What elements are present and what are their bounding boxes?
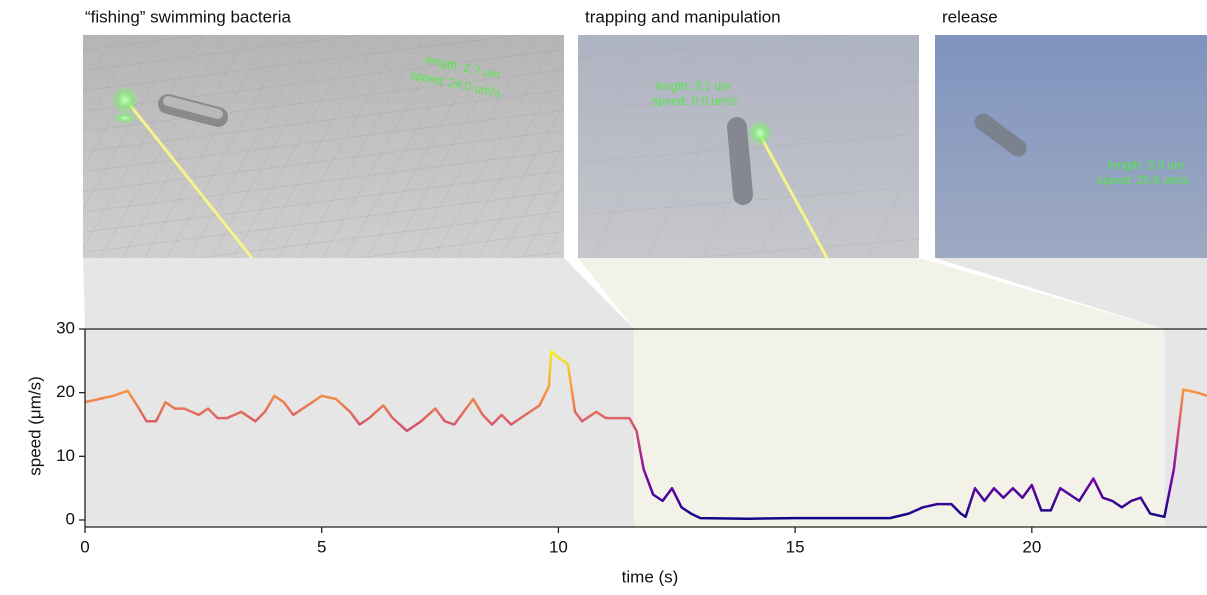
trap-glow: [113, 112, 137, 124]
y-tick-label: 0: [66, 509, 75, 528]
phase-span: [634, 329, 1165, 527]
panel-connector: [935, 258, 1207, 329]
panel: length: 3.1 um speed: 0.0 um/s: [578, 35, 919, 259]
bacterium: [727, 117, 753, 205]
y-tick-label: 10: [56, 446, 75, 465]
x-axis-label: time (s): [622, 567, 679, 586]
x-tick-label: 5: [317, 537, 326, 556]
readout: speed: 0.0 um/s: [652, 94, 737, 108]
laser: [758, 134, 829, 259]
bacterium-highlight: [163, 96, 223, 119]
speed-line: [84, 350, 1207, 520]
panel-connector: [83, 258, 635, 329]
x-tick-label: 0: [80, 537, 89, 556]
panel-title: release: [942, 7, 998, 26]
readout: length: 3.1 um: [655, 79, 731, 93]
panel-connector: [578, 258, 1165, 329]
phase-span: [85, 329, 635, 527]
panel-title: “fishing” swimming bacteria: [85, 7, 291, 26]
phase-span: [1164, 329, 1207, 527]
readout: length: 3.0 um: [1108, 158, 1184, 172]
readout: speed: 20.6 um/s: [1097, 173, 1189, 187]
plot: 0 10 20 30 0 5 10 15 20: [56, 318, 1207, 556]
y-axis-label: speed (μm/s): [25, 376, 44, 476]
y-tick-label: 30: [56, 318, 75, 337]
laser: [128, 104, 254, 259]
trap-glow: [111, 86, 139, 114]
trap-glow: [747, 120, 773, 146]
panel-image: [935, 35, 1207, 258]
x-tick-label: 15: [786, 537, 805, 556]
bacterium: [974, 113, 1027, 157]
panel: length: 3.0 um speed: 20.6 um/s: [935, 35, 1207, 258]
connectors: [83, 258, 1207, 329]
x-tick-label: 20: [1022, 537, 1041, 556]
y-tick-label: 20: [56, 382, 75, 401]
panel-title: trapping and manipulation: [585, 7, 781, 26]
panel: length: 2.7 um speed: 24.0 um/s: [83, 35, 564, 259]
x-tick-label: 10: [549, 537, 568, 556]
